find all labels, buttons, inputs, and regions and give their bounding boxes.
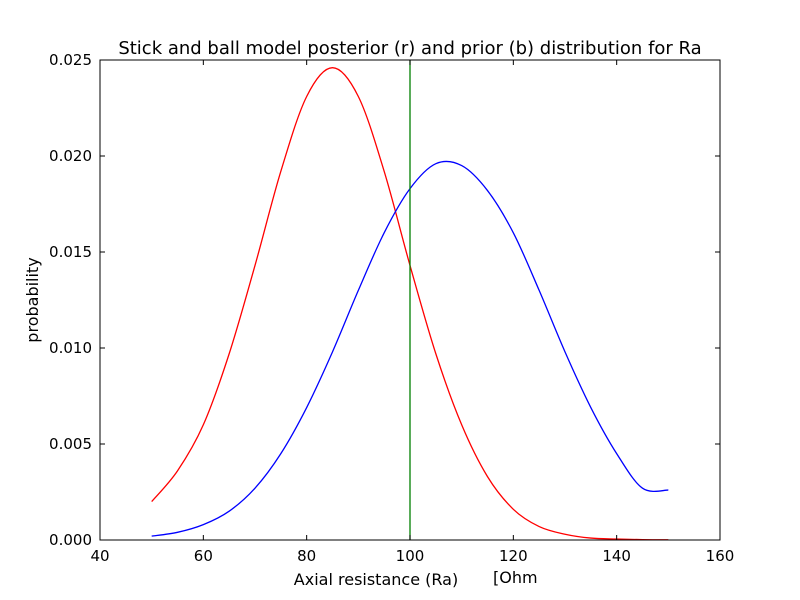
x-tick-label: 40 xyxy=(90,547,109,565)
y-tick-label: 0.005 xyxy=(49,435,92,453)
x-tick-label: 120 xyxy=(499,547,528,565)
y-tick-label: 0.015 xyxy=(49,243,92,261)
y-tick-label: 0.020 xyxy=(49,147,92,165)
y-tick-label: 0.000 xyxy=(49,531,92,549)
chart-title: Stick and ball model posterior (r) and p… xyxy=(118,38,701,59)
y-axis: 0.000 0.005 0.010 0.015 0.020 0.025 xyxy=(49,51,720,549)
x-tick-label: 60 xyxy=(194,547,213,565)
y-tick-label: 0.010 xyxy=(49,339,92,357)
plot-area xyxy=(151,60,669,541)
x-axis-label: Axial resistance (Ra) xyxy=(294,570,458,589)
series-line-0 xyxy=(151,67,669,541)
x-tick-label: 140 xyxy=(602,547,631,565)
x-tick-label: 160 xyxy=(706,547,735,565)
x-axis-unit-label: [Ohm xyxy=(493,568,538,587)
y-axis-label: probability xyxy=(23,257,42,342)
x-tick-label: 80 xyxy=(297,547,316,565)
plot-frame xyxy=(99,59,721,541)
x-tick-label: 100 xyxy=(396,547,425,565)
y-tick-label: 0.025 xyxy=(49,51,92,69)
x-axis: 40 60 80 100 120 140 160 xyxy=(90,60,734,565)
